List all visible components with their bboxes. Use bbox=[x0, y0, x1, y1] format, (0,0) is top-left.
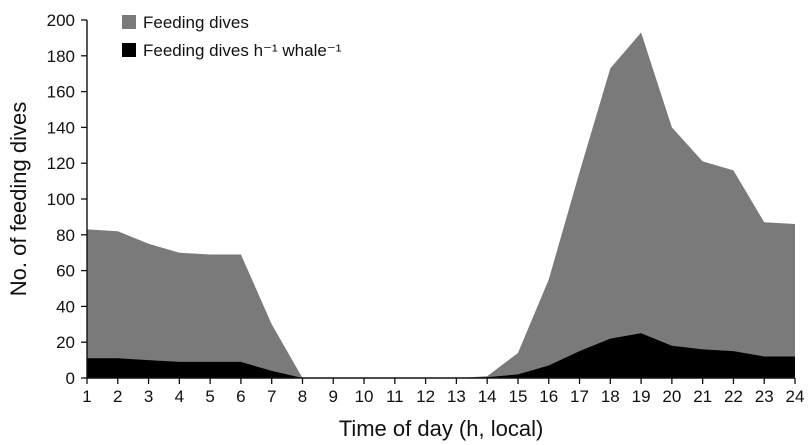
x-tick-label: 20 bbox=[662, 387, 681, 406]
x-tick-label: 8 bbox=[298, 387, 307, 406]
area-series-2 bbox=[87, 333, 795, 378]
y-tick-label: 140 bbox=[47, 118, 75, 137]
x-tick-label: 17 bbox=[570, 387, 589, 406]
x-tick-label: 3 bbox=[144, 387, 153, 406]
x-tick-label: 2 bbox=[113, 387, 122, 406]
y-tick-label: 20 bbox=[56, 333, 75, 352]
x-tick-label: 14 bbox=[478, 387, 497, 406]
x-tick-label: 6 bbox=[236, 387, 245, 406]
x-tick-label: 15 bbox=[508, 387, 527, 406]
area-series-1 bbox=[87, 32, 795, 378]
x-tick-label: 12 bbox=[416, 387, 435, 406]
y-tick-label: 120 bbox=[47, 154, 75, 173]
y-axis-title: No. of feeding dives bbox=[6, 102, 31, 296]
y-tick-label: 60 bbox=[56, 262, 75, 281]
x-tick-label: 9 bbox=[329, 387, 338, 406]
legend-label: Feeding dives bbox=[143, 13, 249, 32]
y-ticks: 0 20 40 60 80 100 120 140 160 180 200 bbox=[47, 11, 87, 388]
x-tick-label: 1 bbox=[82, 387, 91, 406]
x-tick-label: 7 bbox=[267, 387, 276, 406]
x-tick-label: 19 bbox=[632, 387, 651, 406]
y-tick-label: 80 bbox=[56, 226, 75, 245]
x-ticks: 1 2 3 4 5 6 7 8 9 10 11 12 13 14 15 16 17 18 19 20 21 22 23 24 bbox=[82, 378, 804, 406]
legend-swatch bbox=[122, 15, 136, 29]
y-tick-label: 40 bbox=[56, 297, 75, 316]
y-tick-label: 100 bbox=[47, 190, 75, 209]
x-tick-label: 18 bbox=[601, 387, 620, 406]
legend: Feeding dives Feeding dives h⁻¹ whale⁻¹ bbox=[122, 13, 342, 60]
x-tick-label: 16 bbox=[539, 387, 558, 406]
x-tick-label: 10 bbox=[355, 387, 374, 406]
plot-areas bbox=[87, 32, 795, 378]
y-tick-label: 0 bbox=[66, 369, 75, 388]
x-tick-label: 24 bbox=[786, 387, 805, 406]
x-tick-label: 13 bbox=[447, 387, 466, 406]
legend-label: Feeding dives h⁻¹ whale⁻¹ bbox=[143, 41, 342, 60]
y-tick-label: 160 bbox=[47, 83, 75, 102]
x-tick-label: 21 bbox=[693, 387, 712, 406]
x-tick-label: 23 bbox=[755, 387, 774, 406]
x-tick-label: 5 bbox=[205, 387, 214, 406]
y-tick-label: 180 bbox=[47, 47, 75, 66]
y-tick-label: 200 bbox=[47, 11, 75, 30]
legend-swatch bbox=[122, 43, 136, 57]
x-tick-label: 22 bbox=[724, 387, 743, 406]
x-tick-label: 4 bbox=[175, 387, 184, 406]
x-axis-title: Time of day (h, local) bbox=[339, 416, 544, 441]
x-tick-label: 11 bbox=[386, 387, 404, 406]
